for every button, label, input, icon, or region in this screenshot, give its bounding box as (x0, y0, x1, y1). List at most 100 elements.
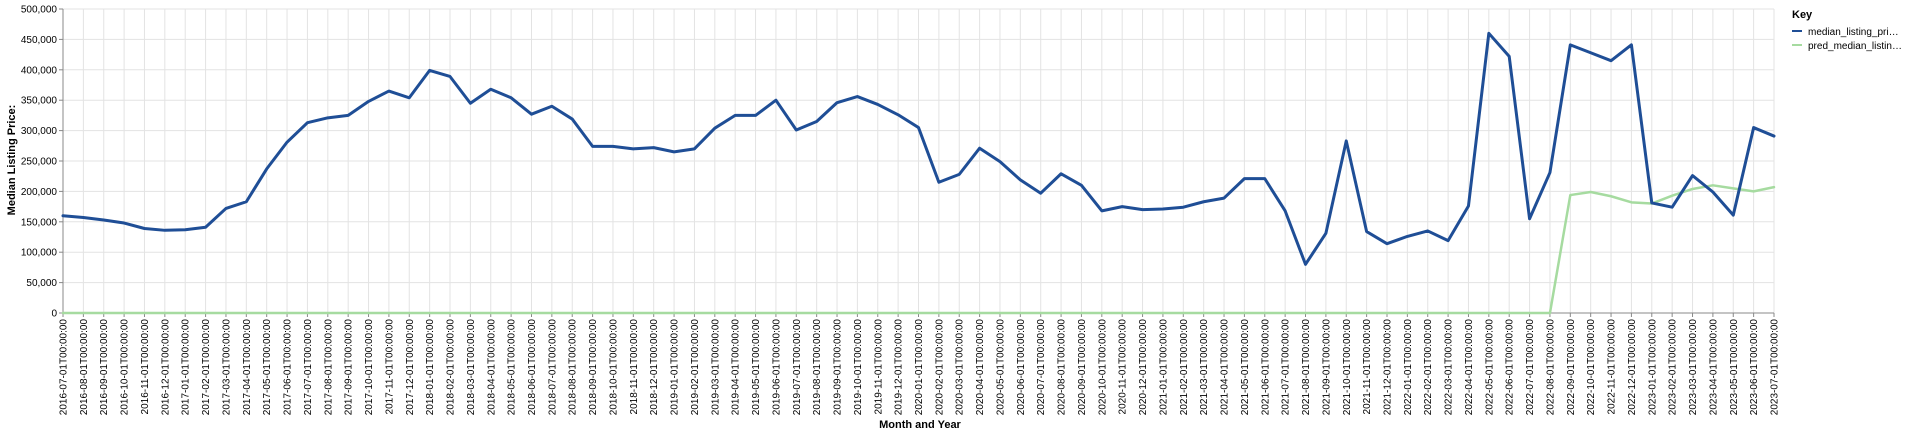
x-tick-label: 2019-01-01T00:00:00 (670, 319, 681, 416)
x-tick-label: 2020-11-01T00:00:00 (1118, 319, 1129, 415)
x-tick-label: 2019-03-01T00:00:00 (710, 319, 721, 416)
x-tick-label: 2021-06-01T00:00:00 (1260, 319, 1271, 416)
x-tick-label: 2022-12-01T00:00:00 (1627, 319, 1638, 416)
y-axis-ticks: 0 50,000 100,000 150,000 200,000 250,000 300,0… (21, 5, 63, 320)
legend-label-pred-median-listing-price: pred_median_listin… (1808, 41, 1902, 52)
legend-label-median-listing-price: median_listing_pri… (1808, 27, 1899, 38)
x-tick-label: 2018-10-01T00:00:00 (608, 319, 619, 416)
x-tick-label: 2018-04-01T00:00:00 (486, 319, 497, 416)
x-tick-label: 2019-08-01T00:00:00 (812, 319, 823, 416)
x-tick-label: 2023-07-01T00:00:00 (1770, 319, 1781, 416)
y-tick-label: 100,000 (21, 248, 58, 259)
x-tick-label: 2021-07-01T00:00:00 (1281, 319, 1292, 416)
x-tick-label: 2020-04-01T00:00:00 (975, 319, 986, 416)
y-tick-label: 450,000 (21, 35, 58, 46)
y-tick-label: 250,000 (21, 157, 58, 168)
x-tick-label: 2021-08-01T00:00:00 (1301, 319, 1312, 416)
series-line-median-listing-price (61, 31, 1776, 266)
legend: Key median_listing_pri… pred_median_list… (1792, 9, 1902, 52)
x-tick-label: 2021-01-01T00:00:00 (1158, 319, 1169, 416)
x-tick-label: 2018-03-01T00:00:00 (466, 319, 477, 416)
y-tick-label: 200,000 (21, 187, 58, 198)
x-tick-label: 2018-07-01T00:00:00 (547, 319, 558, 416)
x-tick-label: 2021-12-01T00:00:00 (1382, 319, 1393, 416)
x-tick-label: 2020-03-01T00:00:00 (955, 319, 966, 416)
x-tick-label: 2019-10-01T00:00:00 (853, 319, 864, 416)
x-tick-label: 2019-11-01T00:00:00 (873, 319, 884, 415)
x-tick-label: 2017-03-01T00:00:00 (221, 319, 232, 416)
series-line-pred-median-listing-price (61, 184, 1776, 315)
x-tick-label: 2021-02-01T00:00:00 (1179, 319, 1190, 416)
x-tick-label: 2019-05-01T00:00:00 (751, 319, 762, 416)
x-tick-label: 2023-02-01T00:00:00 (1668, 319, 1679, 416)
x-tick-label: 2021-04-01T00:00:00 (1220, 319, 1231, 416)
x-tick-label: 2018-09-01T00:00:00 (588, 319, 599, 416)
x-tick-label: 2016-12-01T00:00:00 (160, 319, 171, 416)
y-tick-label: 500,000 (21, 5, 58, 16)
x-tick-label: 2022-04-01T00:00:00 (1464, 319, 1475, 416)
y-tick-label: 150,000 (21, 217, 58, 228)
x-tick-label: 2019-06-01T00:00:00 (771, 319, 782, 416)
x-tick-label: 2016-09-01T00:00:00 (99, 319, 110, 416)
x-tick-label: 2020-05-01T00:00:00 (995, 319, 1006, 416)
x-tick-label: 2021-03-01T00:00:00 (1199, 319, 1210, 416)
x-tick-label: 2022-10-01T00:00:00 (1586, 319, 1597, 416)
x-tick-label: 2017-01-01T00:00:00 (181, 319, 192, 416)
x-tick-label: 2020-09-01T00:00:00 (1077, 319, 1088, 416)
x-tick-label: 2017-09-01T00:00:00 (344, 319, 355, 416)
x-tick-label: 2023-01-01T00:00:00 (1647, 319, 1658, 416)
x-tick-label: 2018-08-01T00:00:00 (568, 319, 579, 416)
x-tick-label: 2019-09-01T00:00:00 (833, 319, 844, 416)
x-tick-label: 2019-04-01T00:00:00 (731, 319, 742, 416)
x-tick-label: 2021-09-01T00:00:00 (1321, 319, 1332, 416)
x-tick-label: 2023-06-01T00:00:00 (1749, 319, 1760, 416)
x-tick-label: 2018-11-01T00:00:00 (629, 319, 640, 415)
x-tick-label: 2020-06-01T00:00:00 (1016, 319, 1027, 416)
gridlines (62, 8, 1775, 314)
x-tick-label: 2017-12-01T00:00:00 (405, 319, 416, 416)
x-tick-label: 2022-01-01T00:00:00 (1403, 319, 1414, 416)
x-tick-label: 2021-11-01T00:00:00 (1362, 319, 1373, 415)
x-tick-label: 2017-02-01T00:00:00 (201, 319, 212, 416)
x-tick-label: 2020-07-01T00:00:00 (1036, 319, 1047, 416)
x-tick-label: 2017-10-01T00:00:00 (364, 319, 375, 416)
x-tick-label: 2021-10-01T00:00:00 (1342, 319, 1353, 416)
x-tick-label: 2022-06-01T00:00:00 (1505, 319, 1516, 416)
x-tick-label: 2019-12-01T00:00:00 (894, 319, 905, 416)
x-tick-label: 2022-08-01T00:00:00 (1545, 319, 1556, 416)
x-tick-label: 2022-02-01T00:00:00 (1423, 319, 1434, 416)
y-tick-label: 300,000 (21, 126, 58, 137)
x-tick-label: 2017-04-01T00:00:00 (242, 319, 253, 416)
y-tick-label: 350,000 (21, 96, 58, 107)
x-tick-label: 2022-11-01T00:00:00 (1607, 319, 1618, 415)
x-tick-label: 2020-10-01T00:00:00 (1097, 319, 1108, 416)
x-axis-title: Month and Year (879, 419, 961, 431)
x-tick-label: 2017-05-01T00:00:00 (262, 319, 273, 416)
x-tick-label: 2016-08-01T00:00:00 (79, 319, 90, 416)
x-tick-label: 2017-07-01T00:00:00 (303, 319, 314, 416)
x-tick-label: 2020-02-01T00:00:00 (934, 319, 945, 416)
x-tick-label: 2018-05-01T00:00:00 (507, 319, 518, 416)
x-tick-label: 2017-11-01T00:00:00 (384, 319, 395, 415)
x-tick-label: 2016-11-01T00:00:00 (140, 319, 151, 415)
y-tick-label: 50,000 (26, 278, 57, 289)
x-tick-label: 2019-07-01T00:00:00 (792, 319, 803, 416)
x-tick-label: 2016-10-01T00:00:00 (120, 319, 131, 416)
y-tick-label: 400,000 (21, 65, 58, 76)
x-tick-label: 2023-03-01T00:00:00 (1688, 319, 1699, 416)
x-tick-label: 2022-09-01T00:00:00 (1566, 319, 1577, 416)
y-tick-label: 0 (51, 309, 57, 320)
x-tick-label: 2016-07-01T00:00:00 (59, 319, 70, 416)
x-tick-label: 2020-12-01T00:00:00 (1138, 319, 1149, 416)
x-tick-label: 2018-01-01T00:00:00 (425, 319, 436, 416)
x-tick-label: 2017-06-01T00:00:00 (283, 319, 294, 416)
x-tick-label: 2018-02-01T00:00:00 (446, 319, 457, 416)
x-tick-label: 2018-06-01T00:00:00 (527, 319, 538, 416)
legend-title: Key (1792, 9, 1813, 21)
x-tick-label: 2020-08-01T00:00:00 (1057, 319, 1068, 416)
x-tick-label: 2023-04-01T00:00:00 (1708, 319, 1719, 416)
x-tick-label: 2023-05-01T00:00:00 (1729, 319, 1740, 416)
x-tick-label: 2021-05-01T00:00:00 (1240, 319, 1251, 416)
x-tick-label: 2020-01-01T00:00:00 (914, 319, 925, 416)
